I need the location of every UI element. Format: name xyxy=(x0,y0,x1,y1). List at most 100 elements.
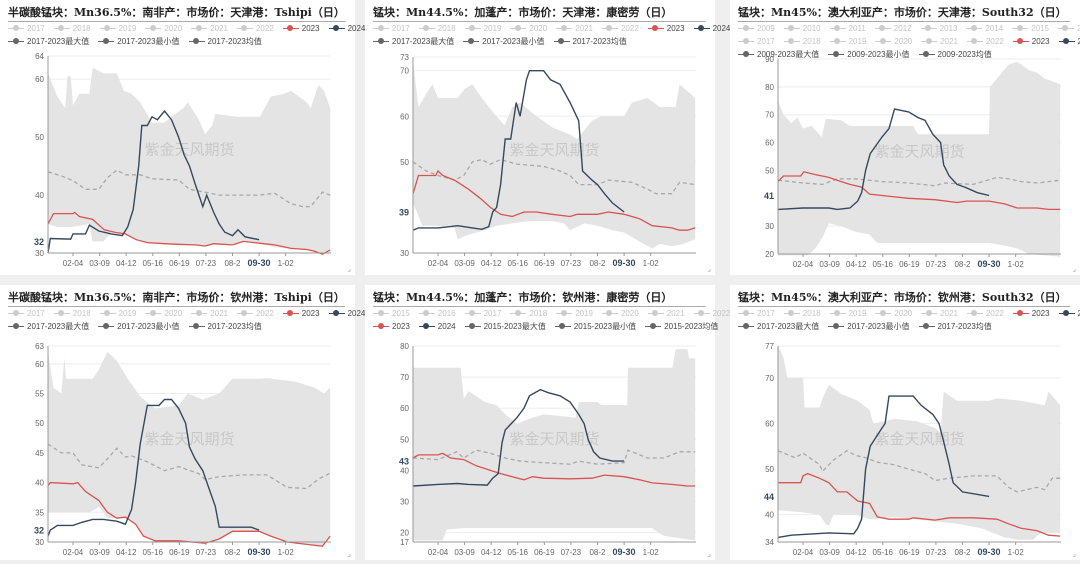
legend-item[interactable]: 2015-2023均值 xyxy=(645,320,718,333)
legend-item[interactable]: 2019 xyxy=(464,22,501,35)
x-tick-label: 08-2 xyxy=(589,259,606,268)
resize-handle-icon[interactable]: ⌟ xyxy=(707,266,711,273)
legend-item[interactable]: 2017-2023均值 xyxy=(188,35,262,48)
legend-item[interactable]: 2021 xyxy=(921,307,958,320)
legend-item[interactable]: 2017-2023均值 xyxy=(918,320,992,333)
legend-marker-icon xyxy=(236,309,253,317)
y-tick-label: 64 xyxy=(35,52,44,61)
legend-item[interactable]: 2017-2023最大值 xyxy=(8,35,89,48)
legend-item[interactable]: 2024 xyxy=(693,22,730,35)
resize-handle-icon[interactable]: ⌟ xyxy=(347,551,351,558)
legend-item[interactable]: 2022 xyxy=(966,35,1004,48)
y-axis-pointer-label: 32 xyxy=(34,237,44,247)
legend-item[interactable]: 2018 xyxy=(510,307,547,320)
legend-marker-icon xyxy=(1058,309,1075,317)
legend-item[interactable]: 2024 xyxy=(418,320,456,333)
legend-marker-icon xyxy=(829,309,846,317)
legend-item[interactable]: 2014 xyxy=(966,22,1003,35)
legend-item[interactable]: 2018 xyxy=(783,307,821,320)
legend-item[interactable]: 2015-2023最大值 xyxy=(464,320,546,333)
legend-item[interactable]: 2016 xyxy=(418,307,456,320)
legend-item[interactable]: 2015 xyxy=(1012,22,1049,35)
legend-item[interactable]: 2017-2023最小值 xyxy=(828,320,910,333)
legend-item[interactable]: 2009-2023均值 xyxy=(918,48,992,61)
series-average-line xyxy=(47,443,331,490)
legend-item[interactable]: 2022 xyxy=(236,22,274,35)
legend-marker-icon xyxy=(373,37,389,45)
chart-panel: 锰块：Mn45%：澳大利亚产：市场价：天津港：South32（日） 2009 201… xyxy=(730,0,1080,275)
legend-item[interactable]: 2017 xyxy=(738,35,775,48)
legend-item[interactable]: 2009 xyxy=(738,22,775,35)
legend-item[interactable]: 2021 xyxy=(191,307,228,320)
legend-marker-icon xyxy=(1058,37,1075,45)
resize-handle-icon[interactable]: ⌟ xyxy=(1072,266,1076,273)
legend-item[interactable]: 2011 xyxy=(829,22,866,35)
legend-item[interactable]: 2023 xyxy=(373,320,410,333)
resize-handle-icon[interactable]: ⌟ xyxy=(347,266,351,273)
resize-handle-icon[interactable]: ⌟ xyxy=(707,551,711,558)
legend-item[interactable]: 2019 xyxy=(99,22,136,35)
legend-item[interactable]: 2009-2023最小值 xyxy=(828,48,910,61)
legend-item[interactable]: 2017-2023最大值 xyxy=(373,35,454,48)
legend-item[interactable]: 2020 xyxy=(145,22,182,35)
legend-item[interactable]: 2023 xyxy=(1012,35,1050,48)
legend-item[interactable]: 2017-2023最小值 xyxy=(98,35,180,48)
legend-item[interactable]: 2021 xyxy=(556,22,593,35)
legend-item[interactable]: 2024 xyxy=(1058,35,1080,48)
legend-item[interactable]: 2017 xyxy=(464,307,501,320)
legend-item[interactable]: 2022 xyxy=(601,22,639,35)
legend-item[interactable]: 2022 xyxy=(236,307,274,320)
legend-item[interactable]: 2023 xyxy=(282,307,320,320)
legend-item[interactable]: 2024 xyxy=(328,22,365,35)
legend-item[interactable]: 2021 xyxy=(647,307,685,320)
legend-item[interactable]: 2021 xyxy=(191,22,228,35)
x-tick-label: 04-12 xyxy=(481,548,502,557)
legend-item[interactable]: 2018 xyxy=(53,307,91,320)
legend-item[interactable]: 2017 xyxy=(8,22,45,35)
legend-item[interactable]: 2022 xyxy=(966,307,1004,320)
range-band-max-min xyxy=(778,346,1061,540)
legend-marker-icon xyxy=(921,309,938,317)
y-axis-pointer-box xyxy=(761,490,776,503)
legend-item[interactable]: 2023 xyxy=(282,22,320,35)
legend-item[interactable]: 2019 xyxy=(829,35,866,48)
legend-item[interactable]: 2017-2023最大值 xyxy=(738,320,819,333)
legend-item[interactable]: 2018 xyxy=(53,22,91,35)
legend-item[interactable]: 2017-2023均值 xyxy=(553,35,627,48)
legend-item[interactable]: 2024 xyxy=(1058,307,1080,320)
legend-item[interactable]: 2019 xyxy=(99,307,136,320)
legend-item[interactable]: 2017-2023最大值 xyxy=(8,320,89,333)
legend-item[interactable]: 2015 xyxy=(373,307,410,320)
legend-item[interactable]: 2015-2023最小值 xyxy=(554,320,636,333)
legend-item[interactable]: 2013 xyxy=(920,22,957,35)
legend-item[interactable]: 2023 xyxy=(1012,307,1050,320)
legend-item[interactable]: 2020 xyxy=(875,35,912,48)
legend-item[interactable]: 2019 xyxy=(829,307,866,320)
legend-item[interactable]: 2017 xyxy=(738,307,775,320)
legend-item[interactable]: 2018 xyxy=(783,35,821,48)
legend-item[interactable]: 2016 xyxy=(1057,22,1080,35)
legend-item[interactable]: 2024 xyxy=(328,307,365,320)
legend-item[interactable]: 2018 xyxy=(418,22,456,35)
legend-item[interactable]: 2009-2023最大值 xyxy=(738,48,819,61)
legend-item[interactable]: 2017-2023均值 xyxy=(188,320,262,333)
legend-item[interactable]: 2020 xyxy=(510,22,547,35)
legend-item[interactable]: 2019 xyxy=(556,307,593,320)
legend-marker-icon xyxy=(828,50,845,58)
legend-item[interactable]: 2020 xyxy=(145,307,182,320)
legend-item[interactable]: 2017-2023最小值 xyxy=(463,35,545,48)
legend-item[interactable]: 2017-2023最小值 xyxy=(98,320,180,333)
resize-handle-icon[interactable]: ⌟ xyxy=(1072,551,1076,558)
legend-item[interactable]: 2020 xyxy=(875,307,912,320)
legend-item[interactable]: 2017 xyxy=(373,22,410,35)
chart-panel: 锰块：Mn44.5%：加蓬产：市场价：钦州港：康密劳（日） 2015 2016 201… xyxy=(365,285,730,560)
y-tick-label: 70 xyxy=(765,374,774,383)
legend-item[interactable]: 2023 xyxy=(647,22,685,35)
legend-item[interactable]: 2010 xyxy=(783,22,821,35)
legend-item[interactable]: 2021 xyxy=(921,35,958,48)
legend-marker-icon xyxy=(1012,37,1029,45)
legend-item[interactable]: 2022 xyxy=(693,307,730,320)
legend-item[interactable]: 2017 xyxy=(8,307,45,320)
legend-item[interactable]: 2012 xyxy=(874,22,912,35)
legend-item[interactable]: 2020 xyxy=(601,307,639,320)
